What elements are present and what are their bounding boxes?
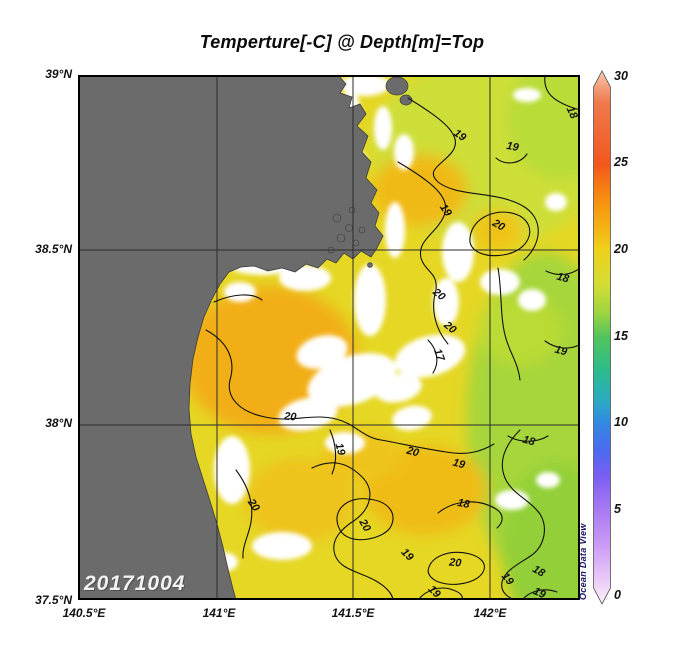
- contour-label: 19: [531, 585, 548, 600]
- contour-label: 18: [456, 497, 471, 511]
- contour-label: 18: [555, 271, 571, 286]
- page-title: Temperture[-C] @ Depth[m]=Top: [199, 32, 485, 52]
- contour-label: 20: [448, 556, 463, 569]
- colorbar-tick-25: 25: [614, 155, 628, 169]
- contour-label: 20: [283, 410, 298, 423]
- colorbar-tick-30: 30: [614, 69, 628, 83]
- contour-label: 17: [431, 347, 447, 363]
- map-frame: [78, 75, 580, 600]
- contour-label: 19: [451, 457, 467, 472]
- contour-label: 18: [521, 434, 537, 449]
- colorbar-gradient: [593, 70, 611, 605]
- contour-label: 18: [564, 105, 580, 122]
- colorbar-tick-20: 20: [614, 242, 628, 256]
- contour-label: 19: [505, 140, 520, 154]
- date-label: 20171004: [84, 572, 186, 595]
- map-canvas: 19 19 18 20 19 20 20 17 18 19 20 20 19 20 19 18 18 20 19 20…: [74, 74, 580, 605]
- contour-label: 19: [333, 442, 348, 458]
- contour-label: 20: [404, 444, 421, 459]
- colorbar-tick-10: 10: [614, 415, 628, 429]
- contour-label: 19: [553, 344, 569, 359]
- colorbar-tick-0: 0: [614, 588, 621, 602]
- colorbar-tick-15: 15: [614, 329, 628, 343]
- colorbar: [593, 70, 611, 605]
- contour-lines: [205, 75, 580, 600]
- land-mass: [78, 75, 413, 600]
- odv-watermark: Ocean Data View: [578, 523, 588, 600]
- colorbar-tick-5: 5: [614, 502, 621, 516]
